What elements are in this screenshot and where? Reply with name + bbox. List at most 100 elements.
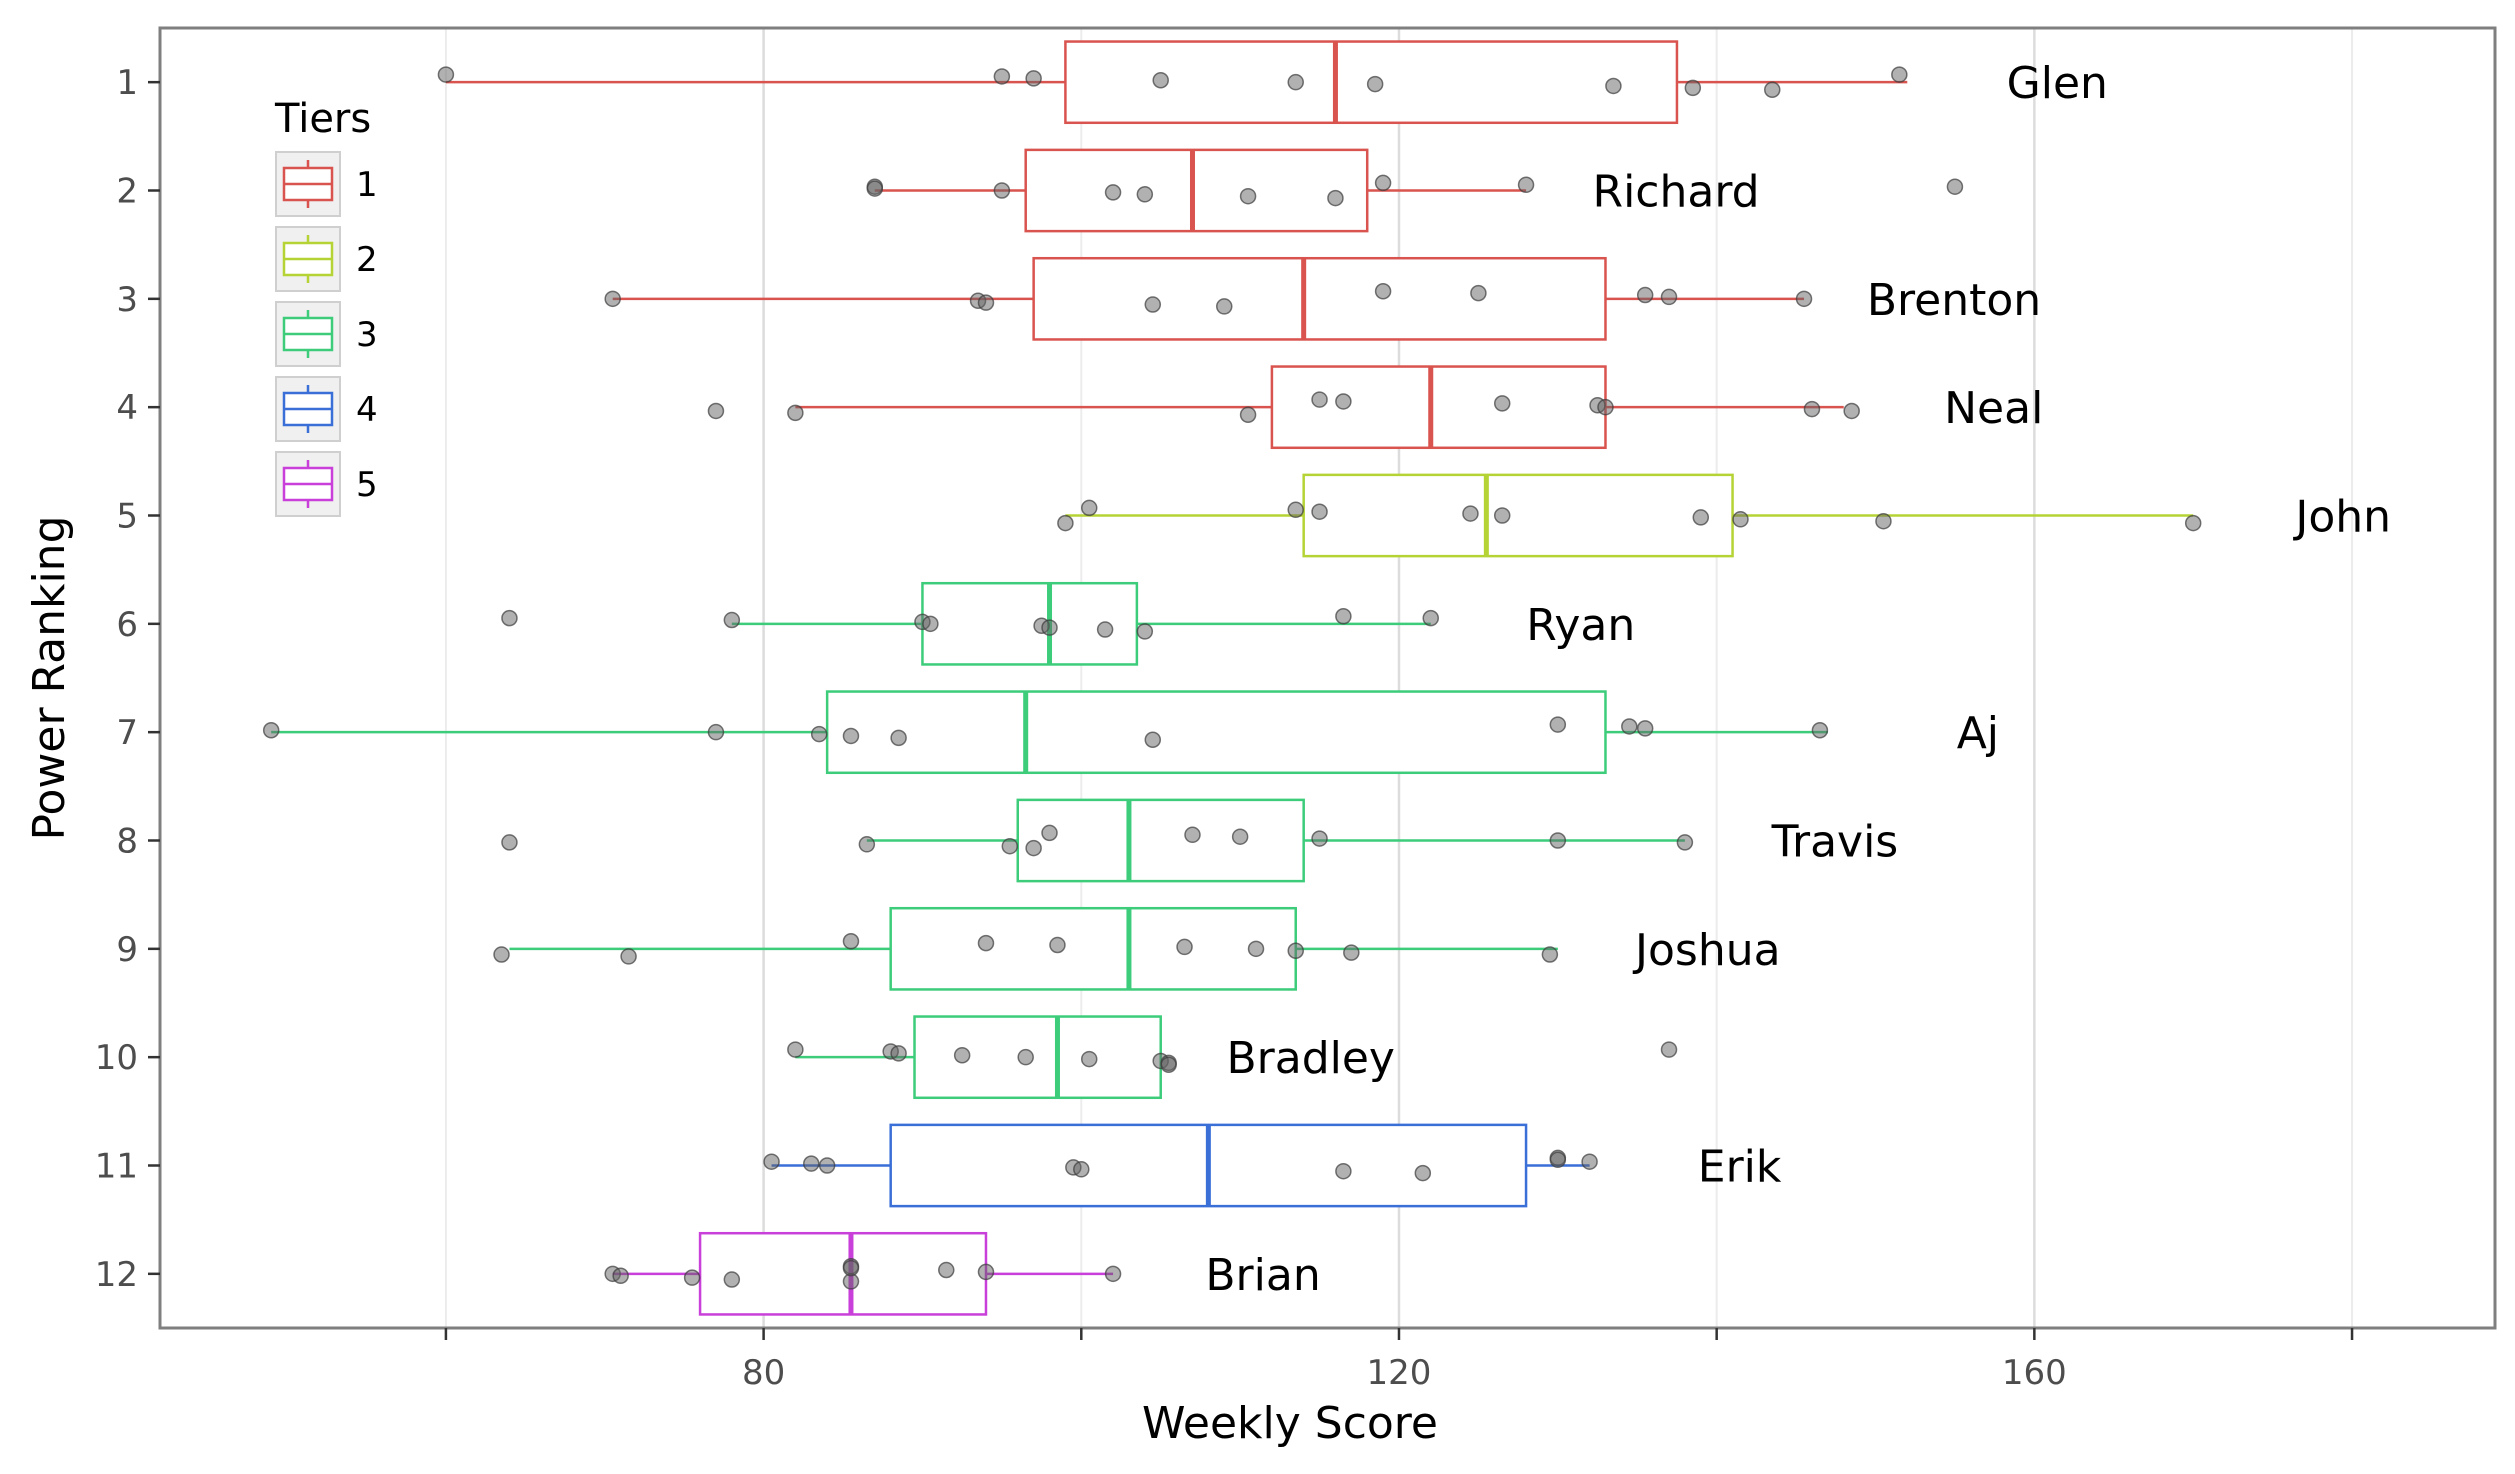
data-point <box>1493 395 1511 412</box>
data-point <box>1676 834 1694 851</box>
data-point <box>1843 402 1860 420</box>
boxplot-john <box>1065 473 2194 558</box>
data-point <box>763 1153 780 1170</box>
data-point <box>1795 290 1813 308</box>
boxplot-neal <box>795 365 1844 450</box>
iqr-box <box>698 1231 988 1316</box>
data-point <box>818 1157 836 1174</box>
data-point <box>1104 1265 1122 1283</box>
data-point <box>723 611 741 629</box>
legend-label: 3 <box>356 315 378 355</box>
data-point <box>1144 296 1162 313</box>
data-point <box>1684 79 1702 97</box>
y-tick-label: 1 <box>116 63 138 103</box>
data-point <box>993 68 1011 85</box>
data-point <box>1891 66 1908 83</box>
iqr-box <box>913 1015 1162 1100</box>
data-point <box>1811 722 1829 739</box>
data-point <box>1136 186 1154 203</box>
y-tick-label: 5 <box>116 497 138 537</box>
y-tick-label: 6 <box>116 605 138 645</box>
data-point <box>1470 284 1487 302</box>
legend-label: 4 <box>356 390 378 430</box>
data-point <box>1621 718 1638 735</box>
data-point <box>1414 1164 1432 1182</box>
data-point <box>1462 505 1479 522</box>
data-point <box>787 1041 804 1058</box>
data-point <box>707 402 725 420</box>
data-point <box>977 934 995 952</box>
data-point <box>1549 832 1567 849</box>
data-point <box>842 1259 860 1277</box>
data-point <box>842 932 860 950</box>
boxplot-travis <box>866 798 1685 883</box>
iqr-box <box>825 690 1607 775</box>
legend-label: 5 <box>356 465 378 505</box>
player-label: John <box>2292 492 2391 543</box>
data-point <box>1335 607 1352 625</box>
data-point <box>604 290 621 308</box>
data-point <box>1311 830 1328 847</box>
data-point <box>938 1261 955 1279</box>
y-tick-label: 9 <box>116 930 138 970</box>
y-tick-label: 10 <box>95 1038 138 1078</box>
data-point <box>723 1271 741 1288</box>
data-point <box>1184 826 1201 844</box>
data-point <box>1152 72 1169 89</box>
boxplot-joshua <box>509 906 1558 991</box>
data-point <box>1764 81 1781 99</box>
data-point <box>1136 623 1154 640</box>
data-point <box>1073 1161 1090 1178</box>
player-label: Travis <box>1771 817 1899 868</box>
data-point <box>1366 75 1384 93</box>
data-point <box>1549 716 1567 733</box>
data-point <box>866 180 884 197</box>
data-point <box>1374 174 1392 192</box>
data-point <box>620 948 637 965</box>
data-point <box>1343 944 1360 961</box>
data-point <box>1581 1153 1598 1170</box>
data-point <box>1239 187 1257 205</box>
y-tick-label: 3 <box>116 280 138 320</box>
data-point <box>1660 1041 1678 1058</box>
data-point <box>2184 514 2202 532</box>
data-point <box>1104 184 1122 201</box>
data-point <box>803 1155 820 1172</box>
data-point <box>1025 839 1042 857</box>
boxplot-richard <box>874 148 1527 233</box>
data-point <box>1049 936 1066 954</box>
legend-key-4 <box>275 376 341 442</box>
data-point <box>437 66 455 83</box>
iqr-box <box>889 906 1297 991</box>
data-point <box>501 609 518 627</box>
y-tick-label: 12 <box>95 1255 138 1295</box>
player-label: Aj <box>1957 708 1999 759</box>
data-point <box>1041 824 1058 842</box>
data-point <box>612 1267 629 1284</box>
data-point <box>707 723 725 741</box>
player-label: Ryan <box>1526 600 1635 651</box>
player-label: Brian <box>1205 1250 1320 1301</box>
data-point <box>1287 501 1304 519</box>
data-point <box>1080 1050 1098 1068</box>
data-point <box>1549 1151 1567 1169</box>
legend-title: Tiers <box>274 96 371 142</box>
data-point <box>262 722 280 739</box>
data-point <box>1041 619 1058 636</box>
data-point <box>1605 77 1622 95</box>
player-label: Richard <box>1593 167 1760 218</box>
data-point <box>1946 178 1964 195</box>
y-tick-label: 4 <box>116 388 138 428</box>
x-axis-title: Weekly Score <box>1142 1398 1438 1449</box>
y-tick-label: 8 <box>116 822 138 862</box>
data-point <box>1287 942 1304 959</box>
data-point <box>993 182 1011 199</box>
data-point <box>1517 176 1535 194</box>
iqr-box <box>1302 473 1734 558</box>
data-point <box>1541 946 1559 963</box>
data-point <box>1144 731 1162 749</box>
data-point <box>1692 509 1710 526</box>
grid-lines <box>444 28 2354 1328</box>
data-point <box>1247 940 1265 958</box>
iqr-box <box>1024 148 1369 233</box>
